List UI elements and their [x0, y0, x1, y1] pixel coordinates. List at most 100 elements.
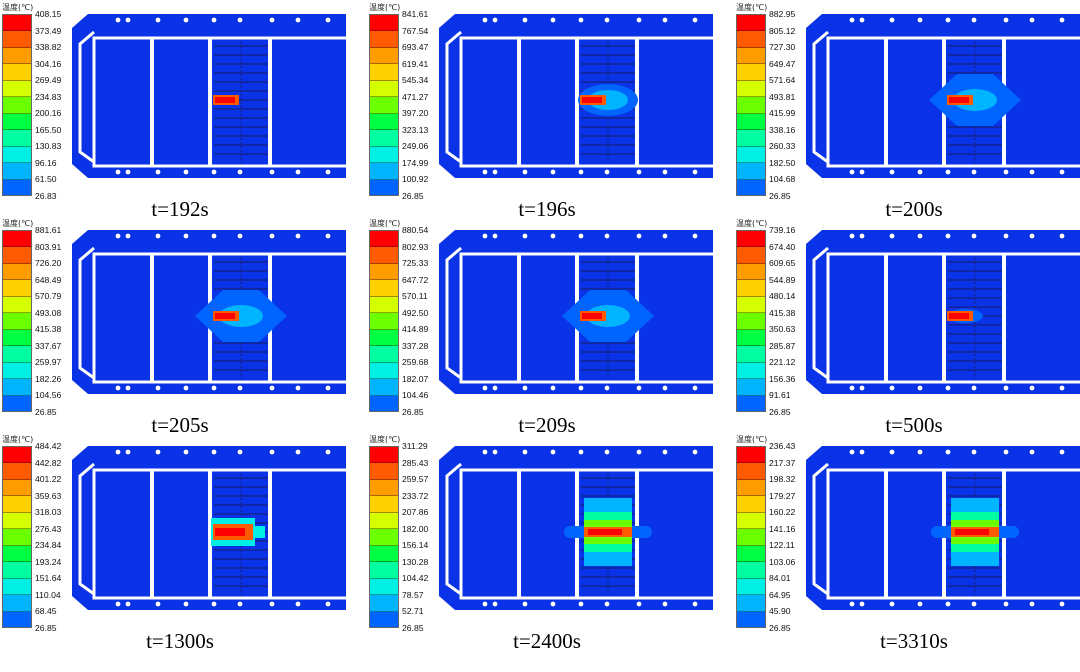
legend-value: 285.87 [769, 340, 796, 351]
legend-swatch [737, 15, 765, 32]
top-rail [463, 14, 713, 24]
legend-swatch [3, 362, 31, 380]
mount-hole [1003, 233, 1009, 239]
mount-hole [325, 385, 331, 391]
mount-hole [692, 17, 698, 23]
legend-title: 温度(℃) [369, 435, 401, 444]
legend-swatch [3, 395, 31, 411]
legend-value: 674.40 [769, 241, 796, 252]
mount-hole [522, 385, 528, 391]
legend-value: 236.43 [769, 441, 796, 451]
simulation-panel: 温度(℃) 880.54 802.93 725.33 647.72 570.11 492.5… [367, 216, 727, 440]
legend-swatch [3, 611, 31, 627]
time-label: t=500s [885, 413, 943, 437]
mount-hole [211, 169, 217, 175]
battery-pack-contour [800, 438, 1080, 618]
simulation-panel: 温度(℃) 236.43 217.37 198.32 179.27 160.22 141.1… [734, 432, 1080, 656]
mount-hole [692, 385, 698, 391]
legend-swatch [737, 113, 765, 131]
mount-hole [1059, 601, 1065, 607]
mount-hole [295, 449, 301, 455]
pack-frame-edge [812, 246, 829, 380]
mount-hole [155, 601, 161, 607]
mount-hole [578, 17, 584, 23]
pack-frame-edge [812, 462, 829, 596]
simulation-panel: 温度(℃) 311.29 285.43 259.57 233.72 207.86 182.0… [367, 432, 727, 656]
legend-value: 182.26 [35, 373, 62, 384]
mount-hole [325, 449, 331, 455]
pack-frame-edge [78, 462, 95, 596]
legend-swatch [370, 15, 398, 32]
legend-swatch [370, 595, 398, 612]
mount-hole [115, 233, 121, 239]
mount-hole [125, 233, 131, 239]
legend-swatch [737, 97, 765, 114]
heat-spread [219, 305, 263, 327]
legend-swatch [370, 529, 398, 546]
battery-pack-contour [800, 6, 1080, 186]
legend-swatch [737, 247, 765, 264]
temperature-legend: 温度(℃) 236.43 217.37 198.32 179.27 160.22 141.1… [736, 434, 802, 632]
legend-swatch [3, 97, 31, 114]
legend-value: 259.68 [402, 357, 429, 367]
legend-swatch [3, 163, 31, 180]
mount-hole [522, 17, 528, 23]
mount-hole [183, 169, 189, 175]
legend-value: 311.29 [402, 441, 428, 451]
legend-swatch [370, 296, 398, 314]
mount-hole [1029, 601, 1035, 607]
mount-hole [859, 449, 865, 455]
mount-hole [578, 233, 584, 239]
legend-swatch [737, 179, 765, 195]
legend-swatch [370, 463, 398, 480]
legend-value: 619.41 [402, 58, 429, 69]
legend-swatch [737, 296, 765, 314]
mount-hole [522, 169, 528, 175]
battery-pack-svg [439, 446, 717, 610]
battery-pack-svg [439, 14, 717, 178]
legend-value: 802.93 [402, 241, 429, 252]
heat-core [955, 529, 989, 535]
legend-swatch [370, 179, 398, 195]
top-rail [830, 230, 1080, 240]
mount-hole [636, 233, 642, 239]
legend-swatch [737, 64, 765, 81]
mount-hole [482, 385, 488, 391]
inner-frame [92, 36, 350, 168]
heat-spread [586, 305, 630, 327]
temperature-legend: 温度(℃) 408.15 373.49 338.82 304.16 269.49 234.8… [2, 2, 68, 200]
mount-hole [859, 233, 865, 239]
legend-value: 26.85 [35, 622, 57, 633]
legend-value: 415.99 [769, 108, 796, 118]
legend-swatch [370, 231, 398, 248]
legend-swatch [370, 247, 398, 264]
pack-frame-edge [78, 30, 95, 164]
legend-value: 882.95 [769, 9, 796, 19]
mount-hole [115, 385, 121, 391]
legend-value: 739.16 [769, 225, 796, 235]
legend-value: 217.37 [769, 457, 796, 468]
legend-value: 130.28 [402, 556, 429, 567]
legend-value: 259.57 [402, 474, 429, 484]
battery-pack-svg [72, 230, 350, 394]
legend-swatch [737, 130, 765, 147]
mount-hole [237, 449, 243, 455]
inner-frame [459, 36, 717, 168]
legend-value: 609.65 [769, 258, 796, 268]
legend-value: 182.00 [402, 523, 429, 534]
heat-spread [953, 89, 997, 111]
mount-hole [115, 601, 121, 607]
inner-frame [826, 252, 1080, 384]
legend-swatch [3, 329, 31, 347]
legend-swatch [370, 578, 398, 596]
legend-swatch [370, 362, 398, 380]
module-divider [150, 254, 154, 382]
heat-zone [255, 526, 265, 538]
legend-swatch [737, 395, 765, 411]
mount-hole [125, 449, 131, 455]
battery-pack-contour [800, 222, 1080, 402]
bottom-rail [830, 384, 1080, 394]
legend-swatch [737, 231, 765, 248]
legend-swatch [3, 31, 31, 48]
legend-colorbar [736, 14, 766, 196]
